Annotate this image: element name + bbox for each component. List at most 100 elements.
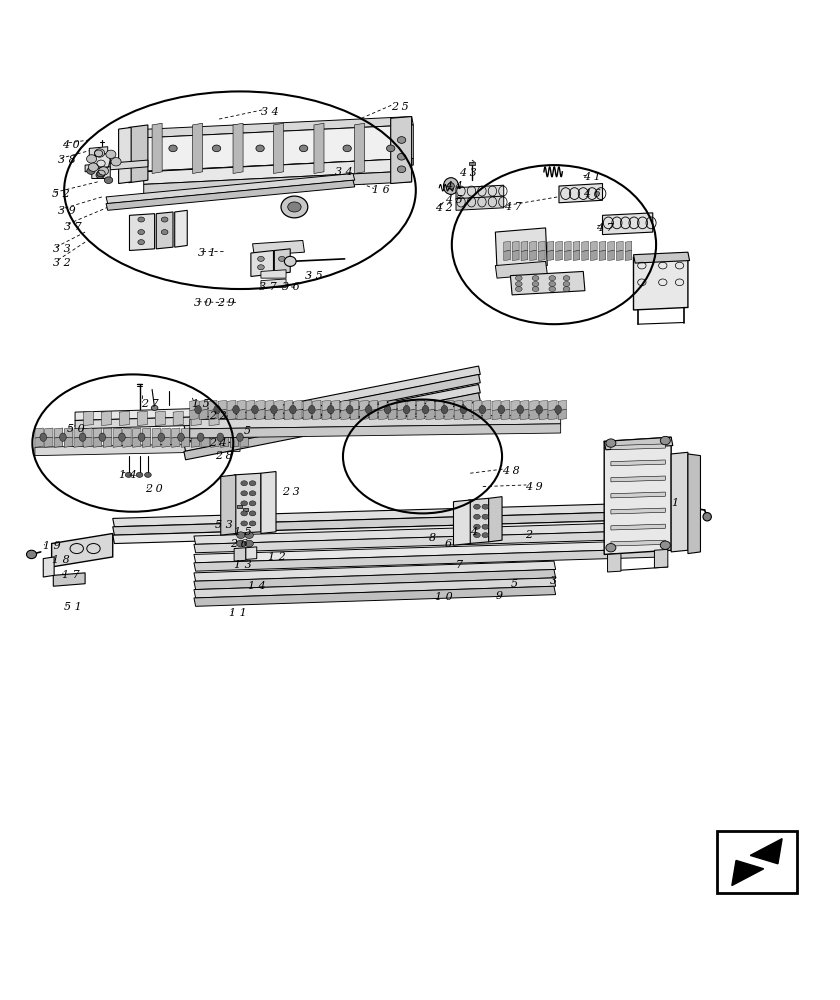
Polygon shape	[240, 428, 249, 438]
Polygon shape	[469, 162, 475, 165]
Polygon shape	[602, 213, 653, 235]
Ellipse shape	[279, 256, 286, 261]
Polygon shape	[501, 410, 510, 420]
Polygon shape	[604, 437, 673, 450]
Text: 5 2: 5 2	[51, 189, 70, 199]
Ellipse shape	[328, 405, 334, 414]
Ellipse shape	[241, 491, 248, 496]
Text: 1 9: 1 9	[43, 541, 61, 551]
Text: 3 3: 3 3	[53, 244, 71, 254]
Polygon shape	[492, 400, 501, 410]
Polygon shape	[671, 452, 688, 552]
Polygon shape	[228, 400, 236, 410]
Polygon shape	[604, 437, 671, 554]
Ellipse shape	[516, 276, 522, 281]
Ellipse shape	[403, 405, 410, 414]
Ellipse shape	[136, 472, 143, 477]
Polygon shape	[162, 437, 171, 447]
Polygon shape	[530, 251, 537, 261]
Polygon shape	[435, 400, 444, 410]
Polygon shape	[190, 415, 560, 429]
Polygon shape	[155, 411, 165, 425]
Polygon shape	[617, 251, 623, 261]
Ellipse shape	[169, 145, 177, 152]
Ellipse shape	[460, 405, 467, 414]
Polygon shape	[391, 117, 412, 184]
Polygon shape	[84, 428, 92, 438]
Text: 3 9: 3 9	[58, 206, 76, 216]
Ellipse shape	[106, 150, 116, 158]
Text: 3 1: 3 1	[198, 248, 216, 258]
Text: 2 4: 2 4	[209, 438, 227, 448]
Polygon shape	[175, 210, 187, 247]
Polygon shape	[244, 508, 249, 511]
Polygon shape	[234, 473, 261, 533]
Polygon shape	[142, 428, 150, 438]
Polygon shape	[261, 472, 276, 533]
Ellipse shape	[95, 149, 105, 157]
Ellipse shape	[448, 183, 454, 189]
Text: 2 0: 2 0	[145, 484, 163, 494]
Polygon shape	[538, 251, 545, 261]
Polygon shape	[322, 400, 330, 410]
Polygon shape	[599, 241, 606, 251]
Text: 2 9: 2 9	[218, 298, 235, 308]
Ellipse shape	[474, 514, 480, 519]
Ellipse shape	[197, 433, 204, 441]
Polygon shape	[611, 444, 665, 450]
Ellipse shape	[241, 501, 248, 506]
Ellipse shape	[233, 405, 239, 414]
Ellipse shape	[423, 405, 429, 414]
Polygon shape	[530, 241, 537, 251]
Text: 1 5: 1 5	[192, 399, 210, 409]
Polygon shape	[246, 547, 257, 559]
Polygon shape	[265, 410, 274, 420]
Polygon shape	[118, 127, 131, 184]
Polygon shape	[113, 437, 122, 447]
Polygon shape	[194, 578, 555, 598]
Ellipse shape	[444, 178, 459, 194]
Ellipse shape	[479, 405, 486, 414]
Polygon shape	[194, 522, 664, 544]
Ellipse shape	[40, 433, 46, 441]
Polygon shape	[93, 437, 102, 447]
Polygon shape	[370, 410, 378, 420]
Text: 1 1: 1 1	[229, 608, 247, 618]
Polygon shape	[123, 437, 131, 447]
Polygon shape	[106, 180, 354, 210]
Polygon shape	[688, 454, 701, 554]
Ellipse shape	[474, 504, 480, 509]
Polygon shape	[43, 557, 54, 577]
Polygon shape	[354, 123, 365, 173]
Ellipse shape	[237, 433, 244, 441]
Polygon shape	[591, 241, 597, 251]
Polygon shape	[379, 410, 387, 420]
Polygon shape	[407, 410, 416, 420]
Polygon shape	[253, 240, 304, 256]
Ellipse shape	[474, 524, 480, 529]
Polygon shape	[456, 196, 504, 210]
Polygon shape	[312, 410, 321, 420]
Polygon shape	[211, 437, 219, 447]
Polygon shape	[211, 428, 219, 438]
Polygon shape	[549, 410, 557, 420]
Ellipse shape	[217, 433, 223, 441]
Ellipse shape	[144, 472, 151, 477]
Polygon shape	[230, 428, 239, 438]
Text: 2 5: 2 5	[391, 102, 408, 112]
Polygon shape	[512, 241, 519, 251]
Ellipse shape	[660, 541, 670, 549]
Polygon shape	[407, 400, 416, 410]
Polygon shape	[53, 573, 85, 586]
Polygon shape	[611, 524, 665, 530]
Polygon shape	[341, 400, 349, 410]
Polygon shape	[119, 411, 129, 425]
Polygon shape	[512, 251, 519, 261]
Ellipse shape	[482, 524, 489, 529]
Polygon shape	[558, 400, 566, 410]
Polygon shape	[199, 410, 207, 420]
Polygon shape	[237, 400, 245, 410]
Polygon shape	[256, 400, 265, 410]
Polygon shape	[520, 400, 528, 410]
Ellipse shape	[79, 433, 86, 441]
